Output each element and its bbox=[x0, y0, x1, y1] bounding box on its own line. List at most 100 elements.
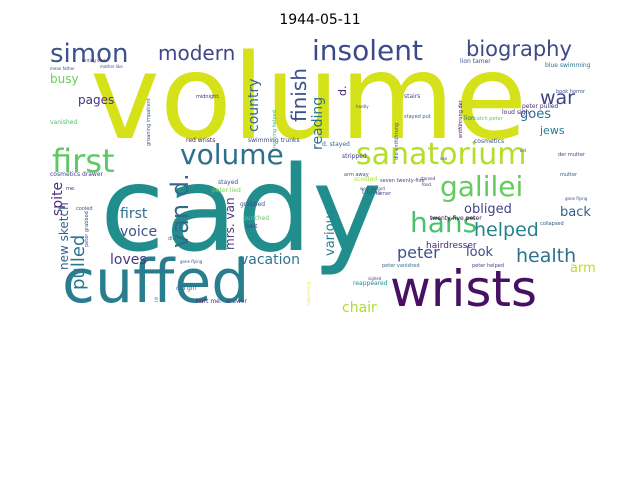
cloud-word: gone flying bbox=[180, 259, 203, 264]
cloud-word: hardly bbox=[356, 104, 369, 109]
cloud-word: blue swimming bbox=[545, 62, 591, 69]
cloud-word: book horror bbox=[556, 89, 586, 95]
cloud-word: volume bbox=[180, 138, 284, 171]
cloud-word: lion bbox=[464, 115, 475, 122]
cloud-word: pages bbox=[78, 93, 114, 107]
cloud-word: seven twenty-five bbox=[380, 178, 425, 184]
cloud-word: belt bbox=[246, 223, 258, 230]
cloud-word: drawer bbox=[226, 298, 248, 305]
chart-title: 1944-05-11 bbox=[279, 12, 361, 28]
cloud-word: old girl bbox=[176, 285, 197, 292]
cloud-word: nothing helped bbox=[272, 110, 278, 148]
cloud-word: chair bbox=[342, 300, 377, 316]
cloud-word: cosmetics drawer bbox=[50, 171, 104, 178]
cloud-word: country bbox=[246, 78, 262, 132]
cloud-word: spite bbox=[50, 182, 66, 216]
cloud-word: d. bbox=[336, 86, 349, 96]
cloud-word: reading bbox=[310, 97, 326, 150]
cloud-word: grabbed bbox=[240, 201, 265, 208]
cloud-word: arm bbox=[570, 261, 596, 276]
cloud-word: finish bbox=[287, 68, 311, 122]
cloud-word: twenty-five peter bbox=[430, 215, 482, 222]
cloud-word: stayed put bbox=[404, 114, 431, 120]
cloud-word: went toward bbox=[360, 186, 385, 191]
cloud-word: peter vanished bbox=[382, 263, 420, 269]
cloud-word: me. bbox=[66, 186, 76, 192]
cloud-word: war bbox=[540, 87, 575, 109]
cloud-word: midnight. bbox=[196, 94, 220, 100]
cloud-word: mutter bbox=[560, 172, 578, 178]
cloud-word: der mutter bbox=[558, 152, 586, 158]
cloud-word: mean father bbox=[50, 66, 75, 71]
cloud-word: goes bbox=[520, 107, 551, 122]
cloud-word: till bbox=[154, 297, 159, 302]
cloud-word: loves bbox=[110, 252, 147, 268]
cloud-word: punched bbox=[243, 215, 269, 222]
cloud-word: cooled bbox=[76, 206, 93, 212]
cloud-word: galilei bbox=[440, 170, 523, 203]
cloud-word: collapsed bbox=[540, 221, 564, 227]
cloud-word: hans bbox=[410, 206, 477, 239]
cloud-word: red wrists bbox=[186, 137, 215, 144]
cloud-word: stripped bbox=[342, 153, 367, 160]
cloud-word: peter pulled bbox=[522, 103, 559, 110]
cloud-word: old bbox=[520, 148, 527, 153]
cloud-word: mother like bbox=[100, 64, 123, 69]
cloud-word: hairdresser bbox=[426, 241, 477, 251]
cloud-word: die bbox=[168, 236, 176, 242]
cloud-word: trunks bbox=[362, 189, 381, 196]
cloud-word: simon bbox=[50, 39, 128, 69]
cloud-word: starved bbox=[420, 176, 436, 181]
cloud-word: jews bbox=[539, 124, 565, 137]
cloud-word: pulled bbox=[68, 235, 89, 290]
cloud-word: biography bbox=[466, 37, 572, 61]
cloud-word: stairs bbox=[404, 93, 420, 100]
cloud-word: vanished bbox=[50, 119, 77, 126]
cloud-word: loud sigh bbox=[502, 109, 529, 116]
cloud-word: gone flying bbox=[565, 196, 588, 201]
cloud-word: entführung der bbox=[458, 99, 464, 138]
cloud-word: catch peter bbox=[474, 116, 504, 122]
cloud-word: various bbox=[323, 208, 338, 256]
cloud-word: sighed bbox=[368, 276, 382, 281]
cloud-word: peter grabbed bbox=[84, 211, 90, 247]
cloud-word: reappeared bbox=[353, 280, 388, 287]
cloud-word: cadycoming bbox=[306, 281, 311, 306]
cloud-word: cuffed bbox=[62, 247, 249, 317]
cloud-word: obliged bbox=[464, 202, 512, 217]
cloud-word: insolent bbox=[312, 34, 423, 67]
cloud-word: vacation bbox=[240, 252, 300, 268]
cloud-word: d. stayed bbox=[322, 141, 350, 148]
cloud-word: cady bbox=[100, 140, 382, 278]
cloud-word: wrists bbox=[390, 260, 537, 318]
cloud-word: lion tamer bbox=[460, 58, 491, 65]
cloud-word: groaning impatient bbox=[146, 98, 152, 146]
cloud-word: arm away bbox=[344, 172, 369, 178]
cloud-word: peter bbox=[397, 243, 440, 262]
cloud-word: van d. bbox=[166, 173, 194, 248]
cloud-background bbox=[46, 38, 596, 312]
cloud-word: scolded bbox=[354, 176, 377, 183]
cloud-word: cosmetics bbox=[474, 138, 504, 145]
cloud-word: sanatorium bbox=[356, 137, 526, 172]
cloud-word: mrs. van bbox=[223, 197, 237, 250]
cloud-word: hurt me. bbox=[196, 298, 222, 305]
cloud-word: health bbox=[516, 245, 576, 267]
cloud-word: volume bbox=[90, 28, 527, 166]
cloud-word: back bbox=[560, 205, 591, 220]
cloud-word: voice bbox=[120, 224, 157, 240]
cloud-word: first bbox=[120, 206, 148, 222]
cloud-word: die entführung bbox=[394, 123, 400, 160]
cloud-word: sea bbox=[440, 156, 448, 161]
cloud-word: swimming trunks bbox=[248, 137, 300, 144]
cloud-word: busy bbox=[50, 72, 79, 86]
cloud-word: first bbox=[52, 142, 115, 180]
cloud-word: writing desk bbox=[82, 58, 107, 63]
cloud-word: stayed bbox=[218, 179, 238, 186]
cloud-word: helped bbox=[474, 219, 539, 241]
cloud-word: fond. bbox=[422, 182, 432, 187]
cloud-word: tamer bbox=[376, 191, 392, 197]
